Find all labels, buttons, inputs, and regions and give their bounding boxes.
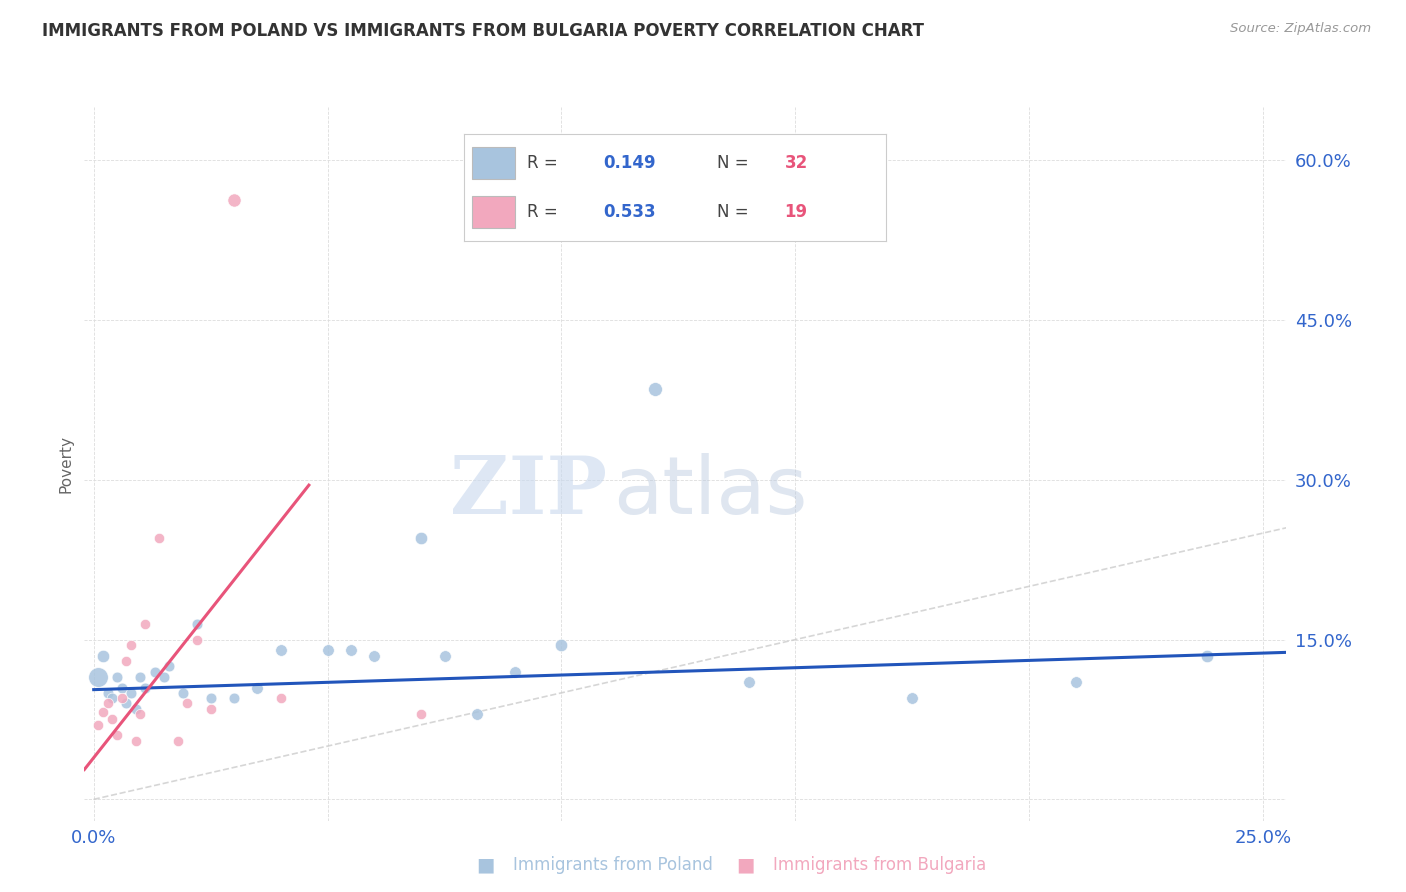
- Point: [148, 532, 170, 546]
- Point: [270, 643, 292, 657]
- FancyBboxPatch shape: [472, 146, 515, 178]
- Point: [270, 691, 292, 706]
- Text: 0.149: 0.149: [603, 153, 655, 171]
- FancyBboxPatch shape: [472, 196, 515, 228]
- Text: N =: N =: [717, 153, 754, 171]
- Point: [340, 643, 363, 657]
- Point: [465, 707, 488, 722]
- Point: [186, 632, 208, 647]
- Point: [115, 654, 138, 668]
- Point: [101, 691, 124, 706]
- Text: Source: ZipAtlas.com: Source: ZipAtlas.com: [1230, 22, 1371, 36]
- Point: [129, 707, 152, 722]
- Point: [91, 648, 114, 663]
- Point: [222, 193, 245, 207]
- Text: N =: N =: [717, 203, 754, 221]
- Point: [172, 686, 194, 700]
- Point: [901, 691, 924, 706]
- Text: ZIP: ZIP: [450, 453, 607, 532]
- Point: [134, 681, 156, 695]
- Point: [97, 686, 120, 700]
- Point: [176, 697, 198, 711]
- Point: [111, 691, 134, 706]
- Point: [200, 702, 222, 716]
- Text: IMMIGRANTS FROM POLAND VS IMMIGRANTS FROM BULGARIA POVERTY CORRELATION CHART: IMMIGRANTS FROM POLAND VS IMMIGRANTS FRO…: [42, 22, 924, 40]
- Point: [316, 643, 339, 657]
- Point: [115, 697, 138, 711]
- Point: [550, 638, 572, 652]
- Point: [167, 733, 190, 747]
- Text: Immigrants from Poland: Immigrants from Poland: [513, 856, 713, 874]
- Point: [87, 670, 110, 684]
- Point: [737, 675, 759, 690]
- Point: [411, 532, 433, 546]
- Text: 19: 19: [785, 203, 807, 221]
- Point: [91, 705, 114, 719]
- Point: [120, 638, 142, 652]
- Point: [125, 702, 148, 716]
- Point: [153, 670, 176, 684]
- Point: [200, 691, 222, 706]
- Point: [222, 691, 245, 706]
- Text: 32: 32: [785, 153, 808, 171]
- Point: [186, 616, 208, 631]
- Point: [125, 733, 148, 747]
- Text: atlas: atlas: [613, 453, 807, 532]
- Point: [143, 665, 166, 679]
- Point: [111, 681, 134, 695]
- Point: [644, 382, 666, 396]
- Point: [1195, 648, 1218, 663]
- Point: [246, 681, 269, 695]
- Point: [1064, 675, 1087, 690]
- Point: [105, 728, 128, 742]
- Point: [105, 670, 128, 684]
- Point: [433, 648, 456, 663]
- Point: [120, 686, 142, 700]
- Point: [129, 670, 152, 684]
- Text: R =: R =: [527, 153, 564, 171]
- Point: [134, 616, 156, 631]
- Point: [411, 707, 433, 722]
- Point: [157, 659, 180, 673]
- Point: [503, 665, 526, 679]
- Text: 0.533: 0.533: [603, 203, 655, 221]
- Text: ■: ■: [735, 855, 755, 875]
- Point: [363, 648, 385, 663]
- Text: Immigrants from Bulgaria: Immigrants from Bulgaria: [773, 856, 987, 874]
- Y-axis label: Poverty: Poverty: [58, 434, 73, 493]
- Text: ■: ■: [475, 855, 495, 875]
- Point: [101, 713, 124, 727]
- Point: [97, 697, 120, 711]
- Point: [87, 718, 110, 732]
- Text: R =: R =: [527, 203, 564, 221]
